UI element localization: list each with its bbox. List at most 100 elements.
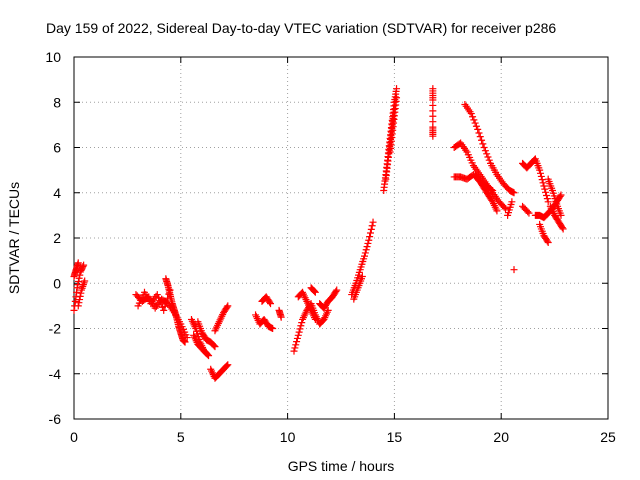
data-point xyxy=(297,322,305,330)
data-point xyxy=(365,236,373,244)
data-point xyxy=(500,203,508,211)
data-point xyxy=(324,306,332,314)
data-point xyxy=(557,191,565,199)
data-point xyxy=(75,274,83,282)
data-point xyxy=(202,349,210,357)
data-point xyxy=(277,313,285,321)
data-point xyxy=(542,191,550,199)
x-tick-label: 5 xyxy=(177,429,185,445)
data-point xyxy=(266,298,274,306)
data-point xyxy=(478,136,486,144)
data-point xyxy=(542,188,550,196)
data-point xyxy=(223,303,231,311)
data-point xyxy=(267,300,275,308)
x-tick-label: 15 xyxy=(387,429,403,445)
data-point xyxy=(292,341,300,349)
data-point xyxy=(74,302,82,310)
data-point xyxy=(393,94,401,102)
y-tick-label: 8 xyxy=(53,94,61,110)
data-point xyxy=(160,306,168,314)
data-point xyxy=(74,259,82,267)
data-point xyxy=(224,302,232,310)
x-axis-ticks: 0 5 10 15 20 25 xyxy=(70,57,616,445)
data-point xyxy=(333,286,341,294)
data-point xyxy=(429,132,437,140)
y-axis-ticks: -6 -4 -2 0 2 4 6 8 10 xyxy=(45,49,608,427)
data-point xyxy=(362,246,370,254)
y-tick-label: -4 xyxy=(49,366,62,382)
data-point xyxy=(269,325,277,332)
data-point xyxy=(536,166,544,174)
data-point xyxy=(474,125,482,133)
data-point xyxy=(79,263,87,271)
data-point xyxy=(366,229,374,237)
data-point xyxy=(156,297,164,305)
x-axis-label: GPS time / hours xyxy=(288,458,395,474)
data-point xyxy=(73,288,81,296)
data-point xyxy=(488,196,496,204)
data-point xyxy=(475,129,483,137)
data-point xyxy=(358,272,366,280)
data-point xyxy=(361,249,369,257)
data-point xyxy=(393,85,401,93)
data-point xyxy=(153,291,161,299)
data-point xyxy=(558,224,566,232)
data-point xyxy=(543,237,551,245)
data-point xyxy=(76,292,84,300)
data-point xyxy=(71,297,79,305)
y-tick-label: 10 xyxy=(45,49,61,65)
data-point xyxy=(77,289,85,297)
data-point xyxy=(80,261,88,269)
y-tick-label: 2 xyxy=(53,230,61,246)
data-point xyxy=(524,208,532,216)
data-point xyxy=(471,119,479,127)
y-axis-label: SDTVAR / TECUs xyxy=(6,182,22,294)
data-point xyxy=(364,239,372,247)
data-point xyxy=(476,133,484,141)
data-points xyxy=(70,85,567,382)
data-point xyxy=(366,233,374,241)
data-point xyxy=(223,362,231,370)
data-point xyxy=(469,113,477,121)
data-point xyxy=(559,225,567,233)
data-point xyxy=(360,252,368,260)
x-tick-label: 0 xyxy=(70,429,78,445)
data-point xyxy=(539,179,547,187)
data-point xyxy=(155,294,163,302)
data-point xyxy=(367,225,375,233)
data-point xyxy=(510,189,518,197)
data-point xyxy=(493,207,501,215)
data-point xyxy=(544,239,552,247)
data-point xyxy=(202,348,210,356)
data-point xyxy=(181,338,189,346)
data-point xyxy=(537,172,545,180)
data-point xyxy=(531,156,539,164)
x-tick-label: 10 xyxy=(280,429,296,445)
data-point xyxy=(510,266,518,274)
data-point xyxy=(479,140,487,148)
data-point xyxy=(291,344,299,352)
data-point xyxy=(501,205,509,213)
data-point xyxy=(75,299,83,307)
y-gridlines xyxy=(74,101,608,375)
data-point xyxy=(363,243,371,251)
data-point xyxy=(487,186,495,194)
data-point xyxy=(481,147,489,155)
data-point xyxy=(525,209,533,217)
data-point xyxy=(311,288,319,296)
x-tick-label: 20 xyxy=(493,429,509,445)
y-tick-label: 6 xyxy=(53,140,61,156)
data-point xyxy=(293,338,301,346)
data-point xyxy=(470,116,478,124)
data-point xyxy=(538,176,546,184)
data-point xyxy=(311,315,319,323)
data-point xyxy=(489,186,497,194)
x-tick-label: 25 xyxy=(600,429,616,445)
data-point xyxy=(485,156,493,164)
data-point xyxy=(70,306,78,314)
data-point xyxy=(157,300,165,308)
data-point xyxy=(76,296,84,304)
data-point xyxy=(295,328,303,336)
data-point xyxy=(81,277,89,285)
